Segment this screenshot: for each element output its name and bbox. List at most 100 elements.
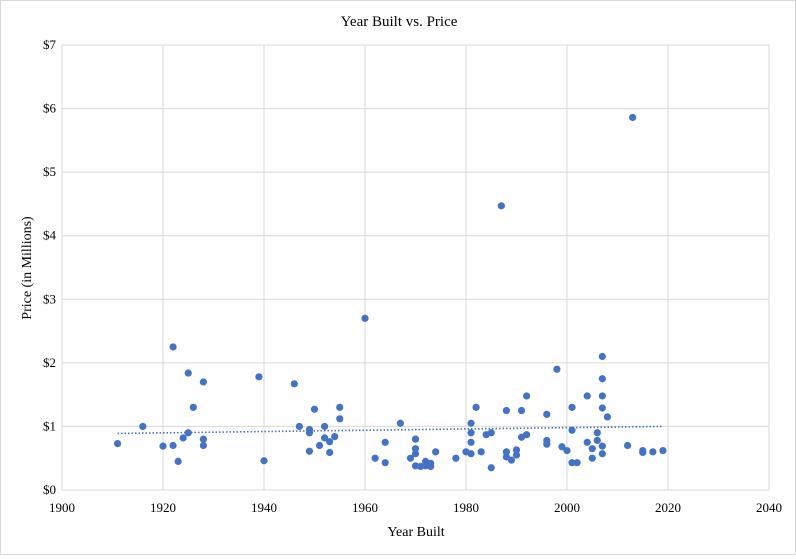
data-point: [523, 392, 531, 400]
data-point: [603, 413, 612, 421]
data-point: [497, 202, 505, 210]
data-point: [467, 450, 475, 458]
y-tick-label: $6: [43, 101, 57, 116]
data-points: [113, 113, 667, 472]
x-axis-title: Year Built: [387, 525, 444, 540]
data-point: [598, 375, 606, 383]
data-point: [321, 422, 329, 431]
y-tick-label: $7: [43, 37, 57, 52]
data-point: [411, 435, 420, 443]
y-tick-label: $4: [43, 228, 57, 243]
data-point: [568, 426, 576, 434]
data-point: [260, 457, 268, 465]
data-point: [452, 454, 460, 462]
data-point: [472, 403, 480, 411]
data-point: [467, 419, 475, 427]
data-point: [487, 429, 495, 437]
data-point: [199, 435, 207, 443]
data-point: [568, 403, 576, 411]
data-point: [371, 454, 379, 462]
x-tick-label: 1900: [49, 500, 75, 515]
data-point: [624, 441, 632, 450]
x-tick-label: 2000: [554, 500, 580, 515]
data-point: [598, 450, 606, 458]
data-point: [336, 415, 344, 423]
y-tick-label: $2: [43, 355, 56, 370]
data-point: [543, 440, 551, 448]
data-point: [113, 439, 122, 448]
data-point: [305, 429, 314, 437]
data-point: [639, 448, 647, 457]
data-point: [593, 436, 601, 445]
data-point: [310, 405, 319, 413]
data-point: [326, 438, 334, 446]
data-point: [169, 343, 177, 351]
x-axis-ticks: 1900 1920 1940 1960 1980 2000 2020 2040: [49, 500, 782, 515]
data-point: [517, 406, 526, 415]
chart-title: Year Built vs. Price: [341, 14, 458, 30]
data-point: [593, 429, 601, 437]
data-point: [507, 456, 516, 464]
data-point: [411, 450, 420, 458]
y-tick-label: $1: [43, 418, 56, 433]
data-point: [588, 445, 596, 453]
data-point: [169, 441, 177, 450]
data-point: [558, 443, 566, 451]
data-point: [553, 365, 561, 373]
data-point: [502, 448, 510, 456]
data-point: [659, 446, 667, 455]
data-point: [199, 441, 207, 450]
data-point: [381, 459, 389, 467]
data-point: [321, 434, 329, 442]
data-point: [159, 442, 167, 450]
data-point: [467, 429, 475, 437]
data-point: [406, 454, 415, 462]
y-tick-label: $3: [43, 291, 56, 306]
x-tick-label: 1940: [251, 500, 277, 515]
data-point: [649, 448, 657, 456]
data-point: [487, 464, 495, 472]
data-point: [255, 373, 263, 381]
data-point: [523, 431, 531, 439]
data-point: [174, 457, 182, 465]
data-point: [573, 459, 581, 467]
x-tick-label: 1920: [150, 500, 176, 515]
data-point: [563, 446, 571, 455]
data-point: [598, 352, 606, 361]
data-point: [411, 445, 420, 453]
data-point: [336, 403, 344, 411]
data-point: [199, 378, 207, 386]
data-point: [184, 429, 192, 437]
trendline: [117, 425, 663, 435]
data-point: [543, 410, 551, 418]
data-point: [189, 403, 197, 411]
data-point: [502, 406, 510, 415]
x-tick-label: 2020: [655, 500, 681, 515]
data-point: [184, 369, 192, 377]
data-point: [361, 314, 369, 322]
data-point: [583, 438, 591, 446]
data-point: [179, 434, 187, 442]
data-point: [139, 422, 147, 431]
data-point: [598, 404, 606, 412]
data-point: [477, 448, 485, 456]
data-point: [432, 448, 440, 456]
data-point: [315, 441, 324, 450]
data-point: [427, 462, 435, 471]
data-point: [629, 113, 637, 122]
data-point: [583, 392, 591, 400]
trendline-layer: [117, 425, 663, 435]
x-tick-label: 2040: [756, 500, 782, 515]
data-point: [326, 448, 334, 457]
gridlines: [61, 44, 770, 491]
y-axis-ticks: $0 $1 $2 $3 $4 $5 $6 $7: [43, 37, 57, 497]
x-tick-label: 1960: [352, 500, 378, 515]
data-point: [290, 380, 298, 388]
data-point: [381, 438, 389, 446]
y-tick-label: $5: [43, 164, 56, 179]
data-point: [467, 438, 475, 446]
data-point: [331, 433, 339, 441]
data-point: [396, 419, 404, 427]
data-point: [598, 392, 606, 400]
